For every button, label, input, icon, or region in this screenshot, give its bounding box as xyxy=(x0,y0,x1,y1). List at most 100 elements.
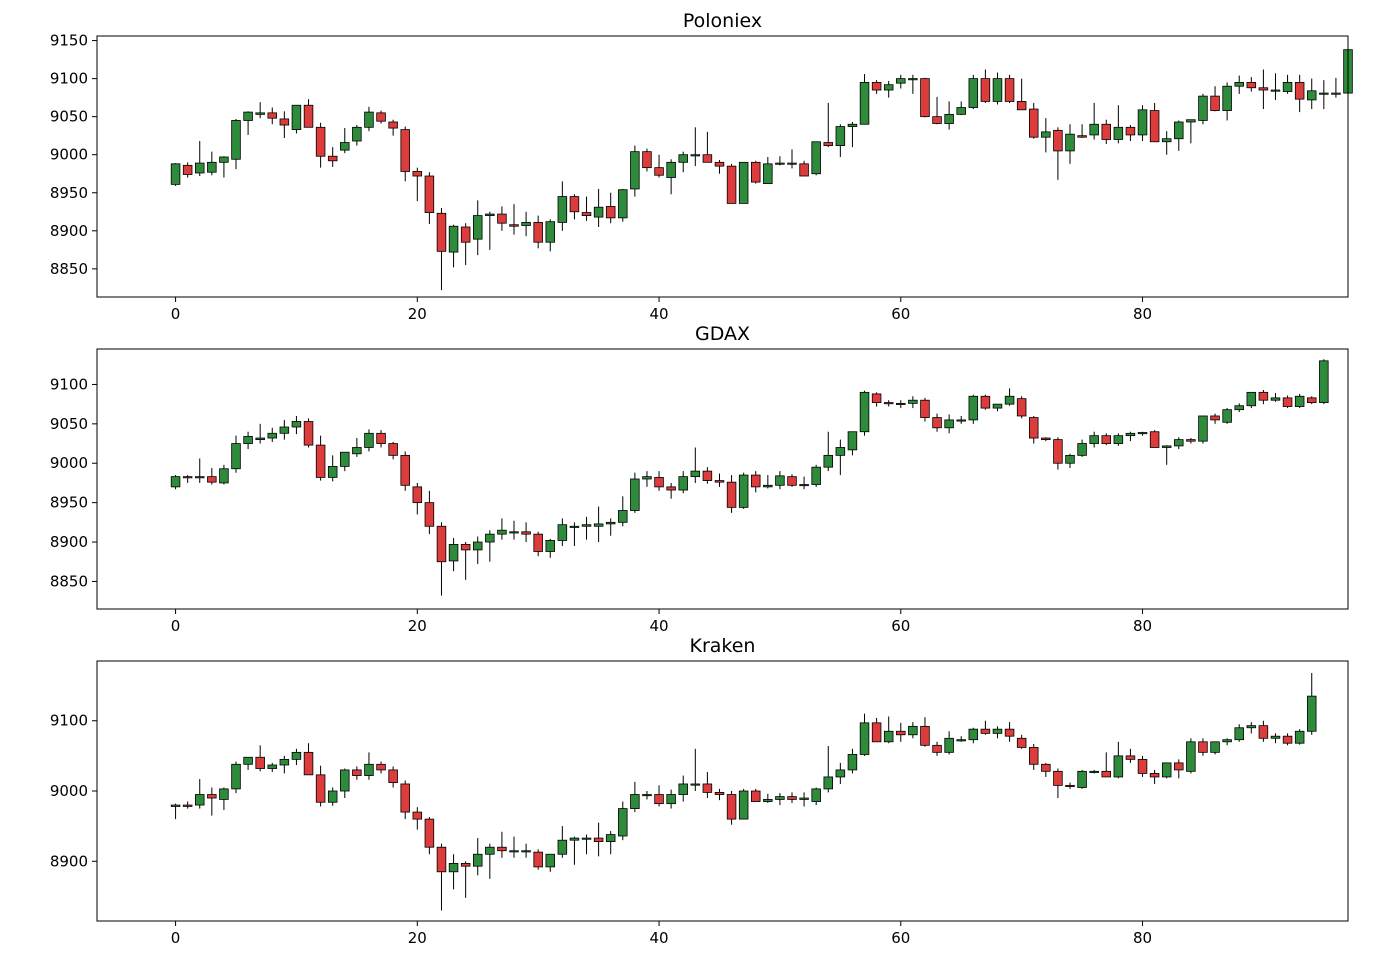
candle-body xyxy=(1331,92,1341,95)
x-tick-label: 0 xyxy=(171,617,181,635)
candle-body xyxy=(207,476,217,483)
candle-body xyxy=(847,123,858,127)
candle-body xyxy=(1222,409,1232,423)
candle-body xyxy=(436,212,447,252)
candle-body xyxy=(871,82,882,91)
candle-body xyxy=(726,481,737,508)
candle-body xyxy=(654,477,664,488)
candle-body xyxy=(1161,138,1172,143)
candle-body xyxy=(678,476,688,491)
candle-body xyxy=(1016,398,1027,417)
candle-body xyxy=(1101,435,1112,444)
candle-body xyxy=(944,737,954,753)
x-tick-label: 40 xyxy=(649,617,668,635)
candle-body xyxy=(327,465,338,478)
candle-body xyxy=(799,484,809,487)
candle-body xyxy=(581,524,592,527)
y-tick-label: 9100 xyxy=(50,375,88,393)
candle-body xyxy=(714,792,725,795)
candle-body xyxy=(726,794,737,820)
candle-body xyxy=(1198,741,1208,753)
candle-body xyxy=(1174,121,1184,140)
candle-body xyxy=(569,196,580,213)
candle-body xyxy=(775,162,785,165)
candle-body xyxy=(1137,758,1148,774)
x-tick-label: 80 xyxy=(1133,305,1152,323)
candle-body xyxy=(170,476,181,488)
candle-body xyxy=(618,510,628,523)
candle-body xyxy=(219,788,229,800)
candle-body xyxy=(1270,89,1281,92)
x-tick-label: 40 xyxy=(649,929,668,947)
candle-body xyxy=(485,213,495,216)
candle-body xyxy=(1149,773,1160,778)
candle-body xyxy=(1222,85,1232,111)
candle-body xyxy=(726,165,737,204)
candle-body xyxy=(896,78,906,84)
candle-body xyxy=(1258,87,1269,91)
candle-body xyxy=(497,529,507,535)
candle-body xyxy=(557,839,568,855)
candle-body xyxy=(775,475,785,486)
candle-body xyxy=(291,751,302,760)
candle-body xyxy=(702,783,713,793)
candle-body xyxy=(968,395,979,421)
candle-body xyxy=(1282,397,1293,407)
candle-body xyxy=(593,206,604,218)
candle-body xyxy=(267,112,278,119)
x-tick-label: 60 xyxy=(891,929,910,947)
candle-body xyxy=(352,447,362,455)
candle-body xyxy=(1234,405,1244,411)
candle-body xyxy=(1174,439,1184,447)
candle-body xyxy=(1258,725,1269,739)
candle-body xyxy=(436,525,447,563)
y-tick-label: 8900 xyxy=(50,852,88,870)
candle-body xyxy=(944,113,954,124)
candle-body xyxy=(1174,762,1184,771)
axes-frame xyxy=(96,348,1349,610)
candle-body xyxy=(787,476,797,486)
candle-body xyxy=(1041,131,1051,138)
x-tick-label: 20 xyxy=(408,617,427,635)
candle-body xyxy=(194,794,205,806)
candle-body xyxy=(194,162,205,174)
candle-body xyxy=(231,763,241,790)
candle-body xyxy=(1137,109,1148,136)
candle-body xyxy=(472,853,483,867)
candle-body xyxy=(593,523,604,527)
candle-body xyxy=(243,756,253,765)
x-tick-label: 0 xyxy=(171,929,181,947)
candle-body xyxy=(412,486,423,504)
candle-body xyxy=(1234,727,1244,741)
x-tick-label: 20 xyxy=(408,929,427,947)
candle-body xyxy=(1053,129,1063,152)
candle-body xyxy=(352,769,362,776)
candle-body xyxy=(545,221,556,243)
candle-body xyxy=(1028,108,1039,138)
candle-body xyxy=(763,799,773,802)
candle-body xyxy=(992,78,1003,102)
candle-body xyxy=(835,769,846,778)
candle-body xyxy=(992,403,1003,409)
candle-body xyxy=(1222,739,1232,743)
candle-body xyxy=(521,222,531,226)
candle-body xyxy=(315,444,326,478)
candle-body xyxy=(896,402,906,405)
candle-body xyxy=(170,804,181,807)
candle-body xyxy=(424,818,435,848)
candle-body xyxy=(920,725,930,746)
candle-body xyxy=(424,175,435,213)
candle-body xyxy=(1113,755,1124,778)
candle-body xyxy=(944,419,954,429)
candle-body xyxy=(1161,762,1172,778)
candle-body xyxy=(1270,735,1281,739)
candle-body xyxy=(690,783,701,786)
y-tick-label: 8850 xyxy=(50,260,88,278)
candle-body xyxy=(618,189,628,219)
candle-body xyxy=(327,155,338,162)
candle-body xyxy=(799,163,809,177)
candle-body xyxy=(400,454,410,486)
x-tick-label: 20 xyxy=(408,305,427,323)
candle-body xyxy=(1198,415,1208,442)
candle-body xyxy=(605,834,616,842)
